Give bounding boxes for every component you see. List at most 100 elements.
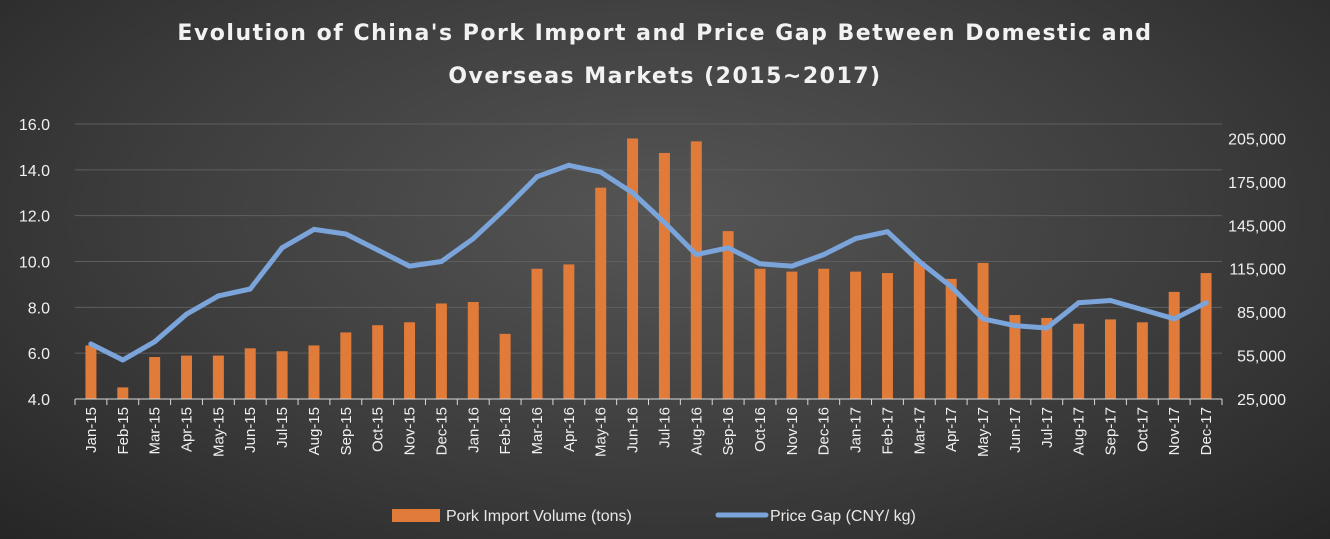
- x-tick-label: Oct-15: [370, 407, 387, 452]
- left-tick-label: 6.0: [28, 346, 50, 363]
- bar: [149, 357, 161, 399]
- bar: [85, 345, 97, 399]
- price-gap-point: [470, 236, 476, 242]
- x-tick-label: Jan-15: [83, 407, 100, 453]
- bar: [1041, 317, 1053, 399]
- x-tick-label: Mar-15: [147, 407, 164, 455]
- bar: [818, 268, 830, 399]
- right-tick-label: 145,000: [1228, 218, 1286, 235]
- left-tick-label: 8.0: [28, 300, 50, 317]
- bar: [404, 322, 416, 399]
- x-tick-label: Dec-17: [1198, 407, 1215, 455]
- price-gap-point: [311, 226, 317, 232]
- price-gap-point: [757, 261, 763, 267]
- bar: [945, 278, 957, 399]
- legend-bar-label: Pork Import Volume (tons): [446, 508, 632, 525]
- chart-title-line-2: Overseas Markets (2015~2017): [448, 64, 881, 89]
- x-tick-label: Jul-16: [656, 407, 673, 448]
- price-gap-point: [916, 259, 922, 264]
- price-gap-point: [1203, 300, 1209, 306]
- price-gap-point: [598, 169, 604, 175]
- price-gap-point: [120, 357, 126, 363]
- bar: [1200, 273, 1212, 399]
- legend: Pork Import Volume (tons) Price Gap (CNY…: [392, 508, 916, 525]
- price-gap-point: [534, 174, 540, 180]
- price-gap-point: [88, 341, 94, 347]
- bar: [435, 303, 447, 399]
- x-tick-label: Apr-16: [561, 407, 578, 452]
- x-tick-label: Aug-17: [1071, 407, 1088, 455]
- x-tick-label: Jul-17: [1039, 407, 1056, 448]
- bar: [117, 387, 129, 399]
- line-series: [88, 162, 1209, 363]
- left-tick-label: 14.0: [19, 163, 50, 180]
- price-gap-point: [247, 286, 253, 292]
- left-tick-label: 16.0: [19, 117, 50, 134]
- price-gap-point: [821, 252, 827, 258]
- x-tick-label: Jun-15: [242, 407, 259, 453]
- right-tick-label: 55,000: [1237, 349, 1286, 366]
- price-gap-point: [1171, 316, 1177, 322]
- x-tick-label: Feb-15: [115, 407, 132, 455]
- right-tick-label: 85,000: [1237, 305, 1286, 322]
- right-axis: 25,000 55,000 85,000 115,000 145,000 175,000 2…: [1228, 131, 1286, 409]
- bar: [1104, 319, 1116, 399]
- bar: [786, 271, 798, 399]
- bar: [308, 345, 320, 399]
- price-gap-point: [375, 247, 381, 253]
- bar: [563, 264, 575, 399]
- price-gap-point: [1107, 297, 1113, 303]
- price-gap-point: [184, 311, 190, 317]
- price-gap-point: [1139, 307, 1145, 313]
- bar: [1136, 322, 1148, 399]
- bar: [722, 231, 734, 399]
- bar: [977, 262, 989, 399]
- x-tick-label: May-17: [975, 407, 992, 457]
- left-axis: 4.0 6.0 8.0 10.0 12.0 14.0 16.0: [19, 117, 50, 409]
- price-gap-point: [343, 231, 349, 237]
- x-tick-label: Aug-16: [688, 407, 705, 455]
- left-tick-label: 12.0: [19, 209, 50, 226]
- price-gap-point: [948, 284, 954, 290]
- price-gap-point: [1044, 325, 1050, 331]
- bar: [1073, 323, 1085, 399]
- bar: [181, 355, 193, 399]
- bar: [913, 261, 925, 399]
- x-tick-label: Jun-17: [1007, 407, 1024, 453]
- x-tick-label: Jan-16: [465, 407, 482, 453]
- bar: [850, 271, 862, 399]
- x-tick-label: Nov-15: [402, 407, 419, 455]
- x-tick-label: Sep-15: [338, 407, 355, 455]
- x-tick-label: Mar-16: [529, 407, 546, 455]
- x-tick-label: Sep-17: [1102, 407, 1119, 455]
- x-tick-label: Nov-17: [1166, 407, 1183, 455]
- gridlines: [75, 123, 1222, 354]
- price-gap-point: [725, 245, 731, 251]
- price-gap-point: [1012, 323, 1018, 329]
- x-tick-label: Apr-17: [943, 407, 960, 452]
- price-gap-point: [884, 229, 890, 235]
- price-gap-point: [407, 263, 413, 269]
- x-tick-label: Apr-15: [179, 407, 196, 452]
- x-tick-label: Oct-16: [752, 407, 769, 452]
- price-gap-point: [438, 259, 444, 264]
- x-tick-label: Mar-17: [911, 407, 928, 455]
- price-gap-point: [566, 162, 572, 168]
- x-tick-label: Dec-16: [816, 407, 833, 455]
- price-gap-point: [661, 220, 667, 226]
- bar: [212, 355, 224, 399]
- bar: [1009, 315, 1021, 399]
- price-gap-point: [980, 316, 986, 322]
- right-tick-label: 205,000: [1228, 131, 1286, 148]
- bar: [881, 273, 893, 399]
- price-gap-point: [279, 245, 285, 251]
- bar: [658, 152, 670, 399]
- price-gap-point: [789, 263, 795, 269]
- price-gap-line: [88, 162, 1209, 363]
- price-gap-point: [1076, 300, 1082, 306]
- x-tick-label: Feb-17: [879, 407, 896, 455]
- x-tick-label: Jun-16: [625, 407, 642, 453]
- bar: [276, 351, 288, 399]
